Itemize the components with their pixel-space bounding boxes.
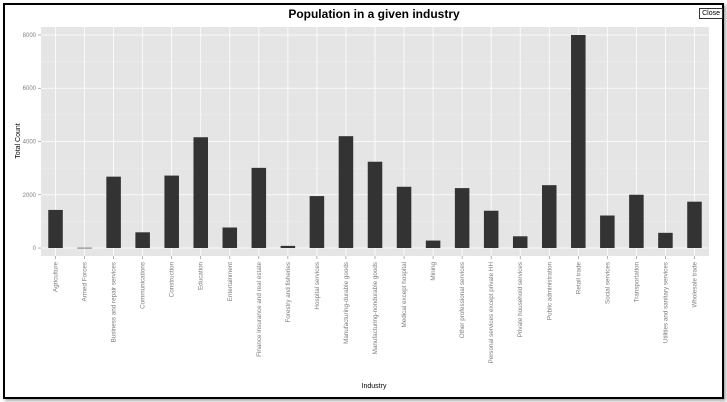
bars <box>48 34 702 249</box>
gridlines <box>41 27 709 256</box>
bar <box>251 167 267 249</box>
x-tick-label: Private household services <box>517 262 524 337</box>
x-tick-label: Manufacturing-durable goods <box>343 262 350 344</box>
bar <box>367 161 383 249</box>
bar <box>542 185 557 249</box>
bar <box>396 186 412 249</box>
bar <box>483 210 499 249</box>
y-tick-label: 2000 <box>23 193 37 199</box>
x-tick-label: Transportation <box>633 262 640 303</box>
bar <box>600 215 615 249</box>
y-axis-label: Total Count <box>15 123 22 158</box>
x-tick-label: Business and repair services <box>111 262 118 343</box>
close-button[interactable]: Close <box>699 8 723 19</box>
bar <box>106 176 121 249</box>
x-tick-label: Utilities and sanitary services <box>662 262 669 343</box>
x-tick-label: Finance insurance and real estate <box>256 262 263 357</box>
x-axis-label: Industry <box>362 383 387 390</box>
x-tick-label: Other professional services <box>459 262 466 338</box>
bar <box>222 227 238 249</box>
bar <box>425 240 441 249</box>
y-axis-ticks: 0 2000 4000 6000 8000 <box>23 33 41 252</box>
x-tick-label: Social services <box>604 262 611 304</box>
bar <box>164 175 179 249</box>
bar <box>77 247 92 249</box>
y-tick-label: 0 <box>33 246 37 252</box>
x-tick-label: Communications <box>140 262 147 309</box>
y-tick-label: 6000 <box>23 86 37 92</box>
bar <box>454 188 470 249</box>
bar <box>193 137 208 249</box>
bar <box>658 232 673 249</box>
bar <box>280 245 296 249</box>
y-tick-label: 8000 <box>23 33 37 39</box>
x-tick-label: Education <box>198 262 205 291</box>
x-tick-label: Public administration <box>546 262 553 321</box>
x-tick-label: Armed Forces <box>82 262 89 302</box>
x-tick-label: Hospital services <box>314 262 321 310</box>
bar <box>338 136 354 249</box>
bar <box>309 196 325 249</box>
x-tick-label: Agriculture <box>53 262 60 293</box>
x-tick-label: Wholesale trade <box>691 262 698 308</box>
chart-title: Population in a given industry <box>288 7 460 21</box>
x-tick-label: Mining <box>430 262 437 281</box>
bar <box>687 201 702 249</box>
y-tick-label: 4000 <box>23 140 37 146</box>
bar <box>571 34 586 249</box>
x-tick-label: Entertainment <box>227 262 234 301</box>
x-tick-label: Medical except hospital <box>401 262 408 327</box>
bar <box>512 236 528 249</box>
x-tick-label: Retail trade <box>575 262 582 295</box>
x-tick-label: Construction <box>169 262 176 298</box>
x-axis-ticks: Agriculture Armed Forces Business and repa… <box>53 256 698 364</box>
bar <box>629 194 644 249</box>
bar <box>135 232 150 249</box>
x-tick-label: Manufacturing-nondurable goods <box>372 262 379 354</box>
bar <box>48 209 63 249</box>
x-tick-label: Personal services except private HH <box>488 262 495 364</box>
x-tick-label: Forestry and fisheries <box>285 262 292 323</box>
